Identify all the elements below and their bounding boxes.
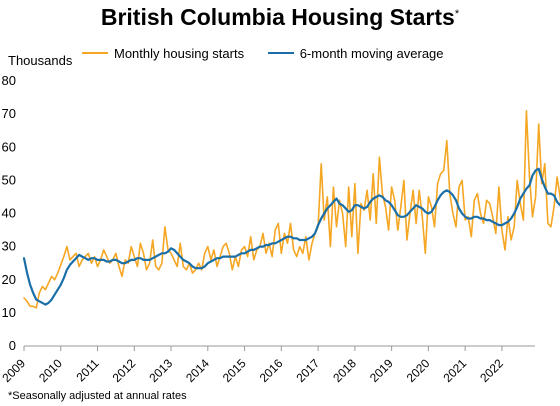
footnote: *Seasonally adjusted at annual rates — [8, 390, 187, 402]
x-tick-label: 2018 — [330, 356, 359, 385]
x-tick-label: 2020 — [404, 356, 433, 385]
y-tick-label: 40 — [2, 206, 16, 221]
x-tick-label: 2013 — [146, 356, 175, 385]
x-tick-label: 2019 — [367, 356, 396, 385]
x-tick-label: 2016 — [257, 356, 286, 385]
legend-swatch-monthly — [82, 52, 108, 54]
x-tick-label: 2012 — [110, 356, 139, 385]
y-tick-label: 50 — [2, 172, 16, 187]
y-tick-label: 0 — [9, 338, 16, 353]
y-tick-label: 60 — [2, 139, 16, 154]
title-footnote-marker: * — [454, 8, 460, 20]
series-line-monthly-housing-starts — [23, 110, 560, 309]
y-tick-label: 80 — [2, 73, 16, 88]
legend-swatch-moving-average — [267, 52, 294, 54]
y-tick-label: 30 — [2, 239, 16, 254]
y-tick-label: 10 — [2, 305, 16, 320]
series-line-moving-average — [22, 167, 560, 306]
x-tick-label: 2011 — [73, 356, 101, 384]
x-tick-label: 2015 — [220, 356, 249, 385]
y-tick-label: 70 — [2, 106, 16, 121]
x-tick-label: 2022 — [477, 356, 506, 385]
legend-label-monthly: Monthly housing starts — [114, 45, 245, 61]
x-tick-label: 2021 — [440, 356, 469, 385]
y-axis-label: Thousands — [8, 53, 73, 68]
x-tick-label: 2009 — [0, 356, 28, 385]
legend-item-moving-average: 6-month moving average — [267, 45, 444, 61]
x-tick-label: 2010 — [36, 356, 65, 385]
x-tick-label: 2014 — [183, 356, 212, 385]
legend: Monthly housing starts 6-month moving av… — [82, 42, 464, 61]
chart-title: British Columbia Housing Starts* — [100, 4, 460, 30]
y-tick-label: 20 — [2, 272, 16, 287]
x-tick-label: 2017 — [293, 356, 322, 385]
legend-label-moving-average: 6-month moving average — [299, 45, 444, 61]
legend-item-monthly: Monthly housing starts — [82, 46, 244, 61]
